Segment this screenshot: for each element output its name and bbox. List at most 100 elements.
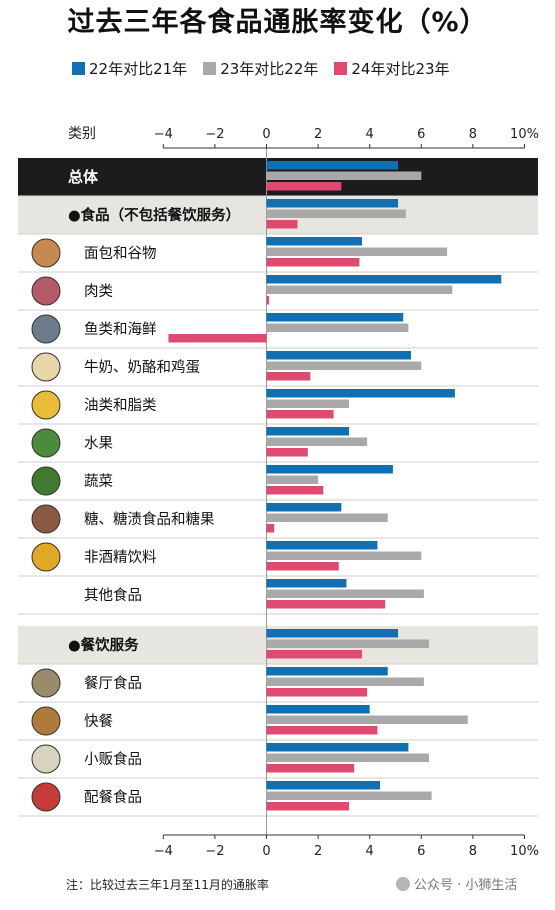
row-label: 快餐 bbox=[84, 713, 113, 730]
bar-series-3 bbox=[266, 296, 270, 305]
bottom-tick-label: 6 bbox=[417, 844, 425, 859]
bar-series-2 bbox=[266, 247, 448, 256]
footnote: 注：比较过去三年1月至11月的通胀率 bbox=[66, 878, 269, 892]
bar-series-1 bbox=[266, 503, 342, 512]
bar-series-3 bbox=[266, 562, 339, 571]
row-label: 水果 bbox=[84, 435, 113, 452]
juice-icon bbox=[31, 542, 61, 572]
chart-title: 过去三年各食品通胀率变化（%） bbox=[67, 7, 488, 38]
bar-series-1 bbox=[266, 161, 399, 170]
bar-series-3 bbox=[266, 182, 342, 191]
bar-series-3 bbox=[266, 688, 368, 697]
row-label: 小贩食品 bbox=[84, 751, 142, 768]
row-label: 糖、糖渍食品和糖果 bbox=[84, 511, 215, 528]
top-tick-label: 6 bbox=[417, 127, 425, 142]
row-label: ●食品（不包括餐饮服务） bbox=[68, 206, 240, 224]
bar-series-3 bbox=[266, 524, 275, 533]
broccoli-icon bbox=[31, 466, 61, 496]
watermark-text: 公众号 · 小狮生活 bbox=[414, 878, 518, 893]
bar-series-2 bbox=[266, 361, 422, 370]
bottom-tick-label: 8 bbox=[469, 844, 477, 859]
bar-series-2 bbox=[266, 791, 432, 800]
bar-series-1 bbox=[266, 629, 399, 638]
legend-label-series-3: 24年对比23年 bbox=[351, 60, 450, 78]
bar-series-3 bbox=[266, 650, 362, 659]
row-label: 蔬菜 bbox=[84, 473, 113, 490]
bar-series-1 bbox=[266, 427, 350, 436]
legend-item-series-2: 23年对比22年 bbox=[203, 58, 318, 79]
bar-series-1 bbox=[266, 705, 370, 714]
bread-icon bbox=[31, 238, 61, 268]
bar-series-2 bbox=[266, 753, 430, 762]
top-tick-label: 0 bbox=[262, 127, 270, 142]
bar-series-3 bbox=[266, 448, 308, 457]
wechat-icon bbox=[396, 876, 410, 891]
sauce-icon bbox=[31, 782, 61, 812]
watermark: 公众号 · 小狮生活 bbox=[396, 874, 517, 893]
legend-swatch-series-3 bbox=[334, 62, 348, 75]
bar-series-1 bbox=[266, 541, 378, 550]
bar-series-3 bbox=[266, 372, 311, 381]
apple-icon bbox=[31, 428, 61, 458]
bar-series-3 bbox=[266, 486, 324, 495]
bar-series-1 bbox=[266, 351, 411, 360]
bar-series-2 bbox=[266, 639, 430, 648]
noodles-icon bbox=[31, 668, 61, 698]
bar-series-3 bbox=[266, 220, 298, 229]
row-label: 配餐食品 bbox=[84, 789, 142, 806]
row-label: 牛奶、奶酪和鸡蛋 bbox=[84, 359, 200, 376]
row-label: ●餐饮服务 bbox=[68, 636, 139, 654]
bar-series-3 bbox=[266, 764, 355, 773]
bar-series-1 bbox=[266, 237, 362, 246]
legend-item-series-1: 22年对比21年 bbox=[72, 58, 187, 79]
bottom-tick-label: 0 bbox=[262, 844, 270, 859]
bar-series-3 bbox=[266, 410, 334, 419]
bar-series-1 bbox=[266, 275, 502, 284]
bottom-tick-label: 2 bbox=[314, 844, 322, 859]
bar-series-2 bbox=[266, 285, 453, 294]
bar-series-1 bbox=[266, 781, 381, 790]
bar-series-1 bbox=[266, 313, 404, 322]
category-axis-label: 类别 bbox=[68, 126, 96, 142]
legend-swatch-series-1 bbox=[72, 62, 85, 75]
bar-series-2 bbox=[266, 437, 368, 446]
row-label: 总体 bbox=[68, 168, 99, 186]
legend-label-series-1: 22年对比21年 bbox=[89, 60, 188, 78]
bar-series-1 bbox=[266, 199, 399, 208]
bar-series-2 bbox=[266, 475, 319, 484]
row-label: 其他食品 bbox=[84, 587, 142, 604]
bottom-tick-label: 4 bbox=[366, 844, 374, 859]
bar-series-2 bbox=[266, 589, 424, 598]
eggs-milk-icon bbox=[31, 352, 61, 382]
bar-series-1 bbox=[266, 743, 409, 752]
bar-series-2 bbox=[266, 323, 409, 332]
bar-series-1 bbox=[266, 579, 347, 588]
row-label: 面包和谷物 bbox=[84, 245, 157, 262]
top-tick-label: 10% bbox=[510, 127, 539, 142]
top-tick-label: −4 bbox=[154, 127, 173, 142]
cheese-icon bbox=[31, 390, 61, 420]
rice-icon bbox=[31, 744, 61, 774]
bar-series-2 bbox=[266, 399, 350, 408]
bar-series-1 bbox=[266, 465, 393, 474]
meat-icon bbox=[31, 276, 61, 306]
top-tick-label: −2 bbox=[205, 127, 224, 142]
bar-series-2 bbox=[266, 677, 424, 686]
bar-series-2 bbox=[266, 551, 422, 560]
bar-series-1 bbox=[266, 389, 455, 398]
legend-swatch-series-2 bbox=[203, 62, 217, 75]
bar-series-3 bbox=[266, 258, 360, 267]
legend: 22年对比21年 23年对比22年 24年对比23年 bbox=[72, 58, 450, 79]
bar-series-3 bbox=[266, 600, 386, 609]
fish-icon bbox=[31, 314, 61, 344]
bar-series-3 bbox=[266, 802, 350, 811]
burger-icon bbox=[31, 706, 61, 736]
top-tick-label: 8 bbox=[469, 127, 477, 142]
row-label: 肉类 bbox=[84, 283, 113, 300]
bar-series-3 bbox=[266, 726, 378, 735]
bottom-tick-label: −4 bbox=[154, 844, 173, 859]
bar-series-2 bbox=[266, 513, 388, 522]
legend-label-series-2: 23年对比22年 bbox=[220, 60, 319, 78]
row-label: 非酒精饮料 bbox=[84, 549, 157, 566]
